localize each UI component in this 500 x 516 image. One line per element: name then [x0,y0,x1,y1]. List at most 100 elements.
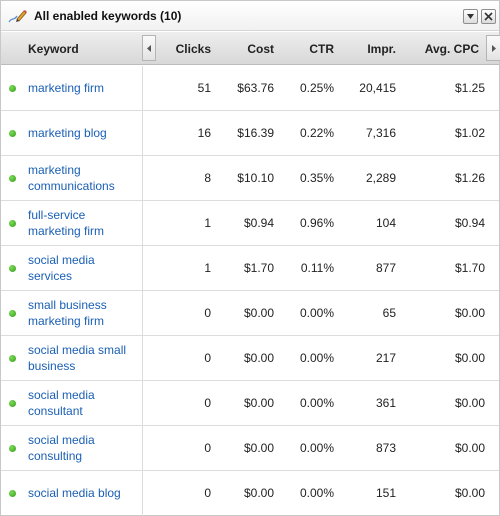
widget-menu-button[interactable] [463,9,478,24]
table-row: social media blog 0 $0.00 0.00% 151 $0.0… [1,471,499,516]
cell-cost: $0.00 [243,351,274,365]
cell-impr: 217 [375,351,396,365]
cell-cost: $0.00 [243,306,274,320]
cell-ctr: 0.11% [300,261,334,275]
keyword-table-body: marketing firm 51 $63.76 0.25% 20,415 $1… [1,66,499,516]
chevron-right-icon [491,44,496,52]
status-enabled-icon [9,175,16,182]
cell-ctr: 0.00% [299,486,334,500]
close-icon [484,12,493,21]
status-enabled-icon [9,85,16,92]
keyword-link[interactable]: marketing firm [28,81,105,95]
keyword-link[interactable]: social media consultant [28,388,95,418]
cell-clicks: 1 [204,216,211,230]
table-row: small business marketing firm 0 $0.00 0.… [1,291,499,336]
cell-avg-cpc: $1.70 [454,261,485,275]
cell-avg-cpc: $0.00 [454,441,485,455]
cell-ctr: 0.00% [299,396,334,410]
cell-avg-cpc: $0.00 [454,486,485,500]
status-enabled-icon [9,490,16,497]
keyword-link[interactable]: full-service marketing firm [28,208,105,238]
scroll-right-button[interactable] [486,35,500,61]
cell-impr: 7,316 [365,126,396,140]
cell-clicks: 0 [204,351,211,365]
dropdown-arrow-icon [467,14,474,19]
cell-impr: 2,289 [365,171,396,185]
widget-title: All enabled keywords (10) [34,9,182,23]
pencil-icon [8,10,27,23]
cell-cost: $1.70 [243,261,274,275]
keyword-link[interactable]: small business marketing firm [28,298,107,328]
keyword-link[interactable]: social media services [28,253,95,283]
cell-clicks: 0 [204,486,211,500]
scroll-left-button[interactable] [142,35,156,61]
status-enabled-icon [9,355,16,362]
keyword-link[interactable]: marketing blog [28,126,107,140]
cell-impr: 151 [375,486,396,500]
cell-cost: $16.39 [237,126,274,140]
cell-avg-cpc: $1.02 [454,126,485,140]
status-enabled-icon [9,220,16,227]
table-row: social media consulting 0 $0.00 0.00% 87… [1,426,499,471]
cell-ctr: 0.25% [299,81,334,95]
table-row: social media small business 0 $0.00 0.00… [1,336,499,381]
cell-ctr: 0.22% [299,126,334,140]
table-row: marketing communications 8 $10.10 0.35% … [1,156,499,201]
cell-ctr: 0.35% [299,171,334,185]
cell-cost: $0.00 [243,396,274,410]
col-header-keyword[interactable]: Keyword [28,42,79,56]
cell-clicks: 0 [204,306,211,320]
cell-cost: $63.76 [237,81,274,95]
col-header-cost[interactable]: Cost [247,42,274,56]
cell-ctr: 0.00% [299,306,334,320]
keyword-column-divider [142,66,143,516]
cell-ctr: 0.00% [299,441,334,455]
cell-clicks: 1 [204,261,211,275]
cell-ctr: 0.96% [299,216,334,230]
widget-titlebar: All enabled keywords (10) [1,1,499,31]
cell-avg-cpc: $1.25 [454,81,485,95]
cell-avg-cpc: $0.94 [454,216,485,230]
cell-ctr: 0.00% [299,351,334,365]
status-enabled-icon [9,265,16,272]
table-row: social media services 1 $1.70 0.11% 877 … [1,246,499,291]
col-header-clicks[interactable]: Clicks [175,42,211,56]
status-enabled-icon [9,310,16,317]
cell-impr: 877 [375,261,396,275]
table-row: full-service marketing firm 1 $0.94 0.96… [1,201,499,246]
cell-avg-cpc: $0.00 [454,351,485,365]
cell-impr: 361 [375,396,396,410]
status-enabled-icon [9,130,16,137]
cell-clicks: 8 [204,171,211,185]
cell-clicks: 0 [204,441,211,455]
cell-avg-cpc: $0.00 [454,396,485,410]
table-header: Keyword Clicks Cost CTR Impr. Avg. CPC [1,32,500,65]
keyword-link[interactable]: social media consulting [28,433,95,463]
col-header-ctr[interactable]: CTR [309,42,334,56]
cell-cost: $0.00 [243,441,274,455]
cell-clicks: 16 [197,126,211,140]
cell-impr: 104 [375,216,396,230]
status-enabled-icon [9,445,16,452]
table-row: social media consultant 0 $0.00 0.00% 36… [1,381,499,426]
cell-cost: $10.10 [237,171,274,185]
keyword-link[interactable]: social media small business [28,343,127,373]
cell-clicks: 51 [197,81,211,95]
widget-close-button[interactable] [481,9,496,24]
cell-impr: 873 [375,441,396,455]
table-row: marketing blog 16 $16.39 0.22% 7,316 $1.… [1,111,499,156]
chevron-left-icon [147,44,151,52]
cell-cost: $0.94 [243,216,274,230]
col-header-impr[interactable]: Impr. [367,42,396,56]
keyword-link[interactable]: marketing communications [28,163,115,193]
cell-impr: 20,415 [359,81,396,95]
keyword-link[interactable]: social media blog [28,486,121,500]
cell-avg-cpc: $0.00 [454,306,485,320]
table-row: marketing firm 51 $63.76 0.25% 20,415 $1… [1,66,499,111]
cell-cost: $0.00 [243,486,274,500]
status-enabled-icon [9,400,16,407]
col-header-avg-cpc[interactable]: Avg. CPC [424,42,479,56]
cell-clicks: 0 [204,396,211,410]
cell-impr: 65 [382,306,396,320]
